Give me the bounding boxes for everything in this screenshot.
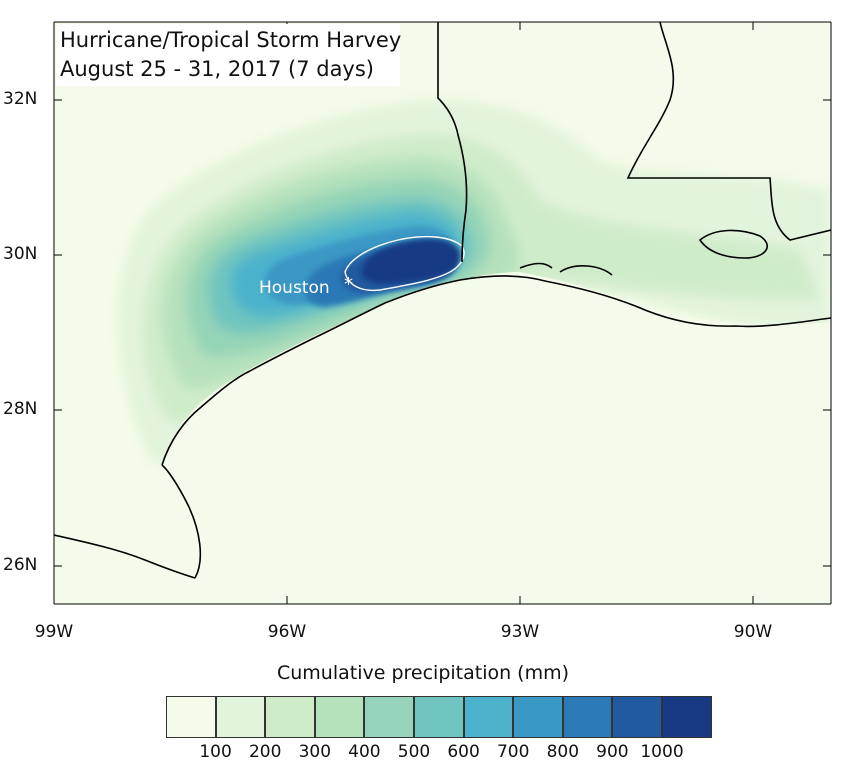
legend-title: Cumulative precipitation (mm): [276, 662, 570, 684]
legend-swatch-5: [413, 696, 464, 738]
lat-label-32n: 32N: [3, 89, 38, 109]
legend-tick-800: 800: [546, 742, 580, 762]
lon-label-90w: 90W: [733, 622, 773, 642]
precipitation-field: [54, 99, 831, 604]
legend-tick-500: 500: [397, 742, 431, 762]
legend-swatch-10: [661, 696, 712, 738]
legend-tick-300: 300: [298, 742, 332, 762]
axis-ticks: [53, 21, 832, 605]
legend-swatch-1: [215, 696, 266, 738]
la-ms-border: [626, 22, 831, 241]
legend-swatch-2: [265, 696, 315, 738]
legend-swatch-9: [612, 696, 662, 738]
boundaries: [54, 22, 831, 579]
lon-label-93w: 93W: [500, 622, 540, 642]
legend-tick-600: 600: [447, 742, 480, 762]
city-label-houston: Houston: [259, 278, 330, 298]
legend-swatch-3: [314, 696, 365, 738]
legend-swatch-8: [562, 696, 613, 738]
lat-label-26n: 26N: [3, 555, 38, 575]
map-subtitle: August 25 - 31, 2017 (7 days): [60, 57, 374, 81]
legend-swatch-7: [513, 696, 563, 738]
legend-colorbar: [166, 696, 712, 738]
lat-label-30n: 30N: [3, 244, 38, 264]
mexico-border: [54, 534, 196, 579]
map-title: Hurricane/Tropical Storm Harvey: [60, 28, 402, 52]
legend-tick-900: 900: [596, 742, 629, 762]
legend-swatch-0: [166, 696, 216, 738]
legend-swatch-6: [463, 696, 514, 738]
legend-tick-1000: 1000: [640, 742, 684, 762]
legend-tick-700: 700: [496, 742, 530, 762]
lon-label-99w: 99W: [34, 622, 74, 642]
title-box: Hurricane/Tropical Storm Harvey August 2…: [56, 24, 402, 86]
lon-label-96w: 96W: [267, 622, 307, 642]
coastline: [161, 275, 831, 466]
legend-tick-100: 100: [199, 742, 232, 762]
legend-swatch-4: [364, 696, 414, 738]
tx-la-border: [437, 22, 468, 263]
legend-tick-200: 200: [248, 742, 282, 762]
city-marker: *: [344, 274, 353, 295]
lat-label-28n: 28N: [3, 399, 38, 419]
legend-tick-400: 400: [348, 742, 381, 762]
